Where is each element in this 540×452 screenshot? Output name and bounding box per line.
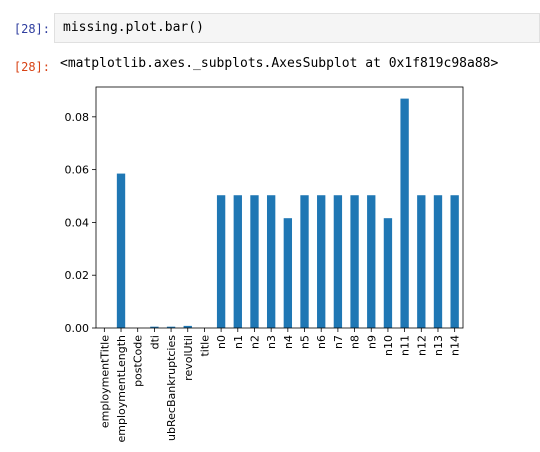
input-prompt: [28]: bbox=[13, 22, 50, 36]
bar-n5 bbox=[300, 195, 309, 328]
bar-n1 bbox=[233, 195, 242, 328]
x-tick-label: n1 bbox=[232, 335, 245, 349]
code-cell[interactable]: missing.plot.bar() bbox=[54, 13, 540, 43]
x-tick-label: title bbox=[198, 335, 211, 357]
x-tick-label: employmentTitle bbox=[98, 335, 111, 428]
bar-revolUtil bbox=[183, 325, 192, 328]
x-tick-label: n8 bbox=[349, 335, 362, 349]
output-prompt: [28]: bbox=[13, 60, 50, 74]
x-tick-label: n0 bbox=[215, 335, 228, 349]
x-tick-label: n11 bbox=[399, 335, 412, 356]
code-attr-plot: plot bbox=[125, 20, 157, 35]
bar-n12 bbox=[417, 195, 426, 328]
bar-n9 bbox=[367, 195, 376, 328]
x-tick-label: n9 bbox=[365, 335, 378, 349]
y-tick-label: 0.08 bbox=[65, 111, 90, 124]
bar-pubRecBankruptcies bbox=[166, 326, 176, 328]
bar-n6 bbox=[317, 195, 326, 328]
y-tick-label: 0.00 bbox=[65, 322, 90, 335]
plot-frame bbox=[95, 86, 464, 329]
code-object: missing bbox=[63, 20, 118, 35]
y-tick-label: 0.06 bbox=[65, 164, 90, 177]
x-tick-label: n5 bbox=[299, 335, 312, 349]
x-tick-label: n2 bbox=[248, 335, 261, 349]
code-parens: () bbox=[188, 20, 204, 35]
x-tick-label: n13 bbox=[432, 335, 445, 356]
x-tick-label: n4 bbox=[282, 335, 295, 349]
x-tick-label: n7 bbox=[332, 335, 345, 349]
bar-n2 bbox=[250, 195, 259, 328]
bar-n0 bbox=[216, 195, 226, 328]
bar-dti bbox=[150, 326, 159, 328]
bar-n8 bbox=[350, 195, 359, 328]
bar-n11 bbox=[400, 98, 409, 328]
code-dot: . bbox=[117, 20, 126, 35]
bar-n7 bbox=[333, 195, 343, 328]
x-tick-label: revolUtil bbox=[182, 335, 195, 381]
x-tick-label: ubRecBankruptcies bbox=[165, 335, 178, 441]
x-tick-label: n10 bbox=[382, 335, 395, 356]
x-tick-label: n14 bbox=[449, 335, 462, 356]
bar-employmentLength bbox=[116, 173, 126, 328]
bar-n3 bbox=[266, 195, 276, 328]
x-tick-label: n3 bbox=[265, 335, 278, 349]
x-tick-label: postCode bbox=[132, 335, 145, 387]
output-repr-text: <matplotlib.axes._subplots.AxesSubplot a… bbox=[60, 56, 499, 71]
code-dot: . bbox=[156, 20, 165, 35]
y-tick-label: 0.04 bbox=[65, 216, 90, 229]
y-tick-label: 0.02 bbox=[65, 269, 90, 282]
x-tick-label: n12 bbox=[415, 335, 428, 356]
x-tick-label: n6 bbox=[315, 335, 328, 349]
bar-n14 bbox=[450, 195, 459, 328]
x-tick-label: employmentLength bbox=[115, 335, 128, 442]
code-attr-bar: bar bbox=[164, 20, 189, 35]
bar-n4 bbox=[283, 218, 293, 328]
bar-n13 bbox=[433, 195, 443, 328]
bar-n10 bbox=[383, 218, 393, 328]
x-tick-label: dti bbox=[148, 335, 161, 349]
